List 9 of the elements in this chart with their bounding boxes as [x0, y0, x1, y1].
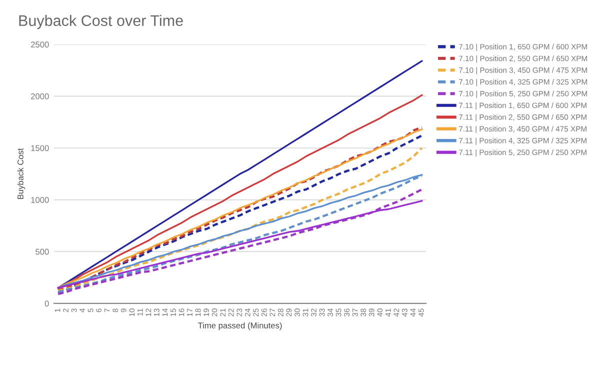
chart-title: Buyback Cost over Time [19, 14, 183, 30]
y-tick-label: 0 [44, 300, 49, 306]
y-tick-label: 2000 [31, 93, 49, 100]
y-tick-label: 1500 [31, 145, 49, 152]
y-axis-title: Buyback Cost [17, 148, 26, 199]
y-tick-label: 500 [36, 248, 49, 255]
y-tick-label: 2500 [31, 42, 49, 48]
y-tick-label: 1000 [31, 197, 49, 203]
x-axis-title: Time passed (Minutes) [198, 322, 282, 330]
